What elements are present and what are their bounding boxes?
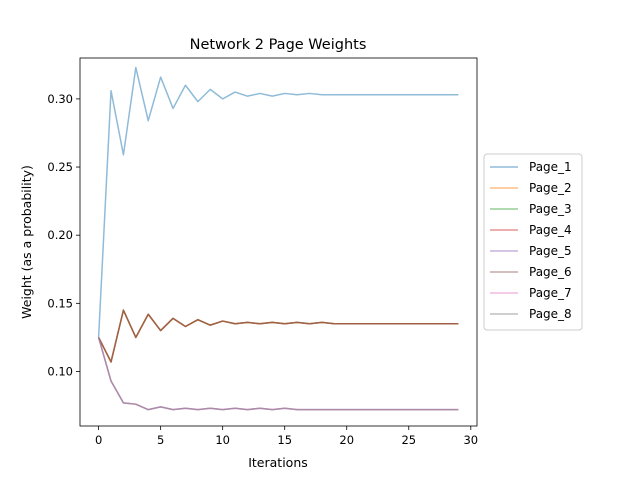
series-line-page-7 xyxy=(97,337,459,411)
legend-label: Page_4 xyxy=(529,223,572,237)
axes-frame xyxy=(79,57,478,427)
x-tick-label: 5 xyxy=(157,433,164,447)
x-axis-label: Iterations xyxy=(248,455,308,470)
legend-label: Page_6 xyxy=(529,265,572,279)
series-line-page-2 xyxy=(97,309,459,363)
y-tick-label: 0.25 xyxy=(47,160,73,174)
x-tick-label: 10 xyxy=(215,433,230,447)
legend-label: Page_2 xyxy=(529,181,572,195)
legend-label: Page_7 xyxy=(529,286,572,300)
y-tick-label: 0.15 xyxy=(47,296,73,310)
chart-title: Network 2 Page Weights xyxy=(190,37,367,53)
axes: 0 5 10 15 20 25 30 0.10 0.15 0.20 0.25 0.30 xyxy=(47,57,478,447)
series-line-page-5 xyxy=(97,337,459,411)
series-line-page-1 xyxy=(97,66,459,338)
legend-label: Page_5 xyxy=(529,244,572,258)
x-tick-label: 30 xyxy=(463,433,478,447)
x-tick-label: 0 xyxy=(95,433,102,447)
series-line-page-3 xyxy=(97,309,459,363)
legend-label: Page_1 xyxy=(529,160,572,174)
series-line-page-6 xyxy=(97,309,459,363)
legend: Page_1 Page_2 Page_3 Page_4 Page_5 Page_6 Page… xyxy=(483,153,583,331)
y-tick-label: 0.30 xyxy=(47,92,73,106)
x-tick-label: 25 xyxy=(401,433,416,447)
legend-frame xyxy=(483,153,583,331)
series-line-page-8 xyxy=(97,337,459,411)
legend-label: Page_3 xyxy=(529,202,572,216)
y-tick-label: 0.10 xyxy=(47,364,73,378)
y-axis-label: Weight (as a probability) xyxy=(19,165,34,319)
plot-area xyxy=(97,66,459,411)
x-tick-label: 15 xyxy=(277,433,292,447)
series-line-page-4 xyxy=(97,309,459,363)
legend-label: Page_8 xyxy=(529,307,572,321)
x-tick-label: 20 xyxy=(339,433,354,447)
y-tick-label: 0.20 xyxy=(47,228,73,242)
